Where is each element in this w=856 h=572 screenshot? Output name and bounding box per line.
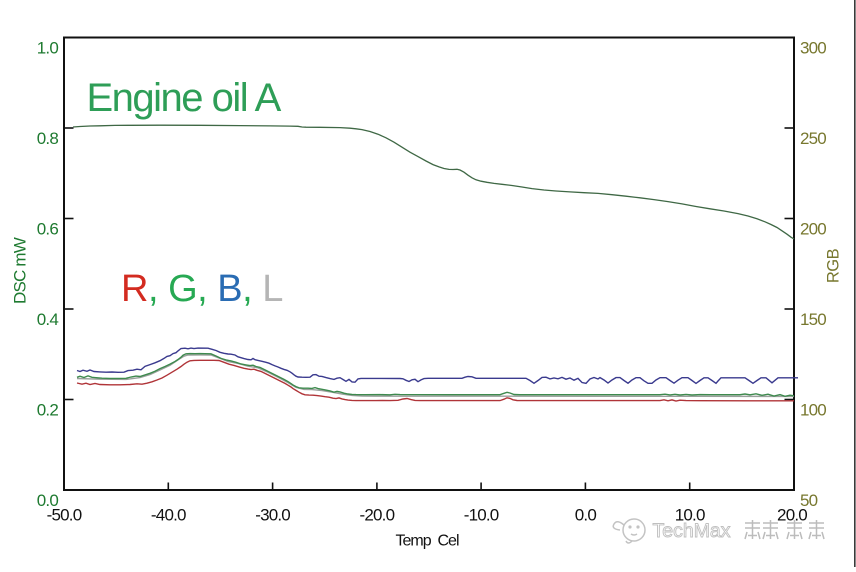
svg-text:-50.0: -50.0	[47, 506, 82, 525]
svg-text:0.0: 0.0	[37, 491, 59, 510]
svg-text:DSC mW: DSC mW	[11, 237, 30, 304]
svg-text:R, G, B, L: R, G, B, L	[121, 268, 283, 310]
svg-text:Temp Cel: Temp Cel	[395, 533, 458, 550]
svg-text:0.6: 0.6	[37, 220, 59, 239]
svg-text:TechMax: TechMax	[653, 520, 731, 542]
svg-text:-10.0: -10.0	[464, 506, 499, 525]
svg-text:10.0: 10.0	[675, 506, 705, 525]
svg-text:0.8: 0.8	[37, 129, 59, 148]
svg-text:1.0: 1.0	[37, 39, 59, 58]
svg-text:200: 200	[800, 220, 826, 239]
svg-text:100: 100	[800, 401, 826, 420]
svg-text:0.2: 0.2	[37, 401, 59, 420]
svg-text:0.0: 0.0	[575, 506, 597, 525]
svg-text:20.0: 20.0	[777, 506, 807, 525]
svg-text:-30.0: -30.0	[255, 506, 290, 525]
svg-text:300: 300	[800, 39, 826, 58]
svg-text:50: 50	[800, 491, 818, 510]
svg-text:Engine oil A: Engine oil A	[87, 76, 282, 120]
svg-text:-40.0: -40.0	[151, 506, 186, 525]
svg-text:RGB: RGB	[825, 248, 843, 283]
svg-text:150: 150	[800, 310, 826, 329]
svg-text:0.4: 0.4	[37, 310, 59, 329]
svg-text:250: 250	[800, 129, 826, 148]
svg-text:-20.0: -20.0	[360, 506, 395, 525]
